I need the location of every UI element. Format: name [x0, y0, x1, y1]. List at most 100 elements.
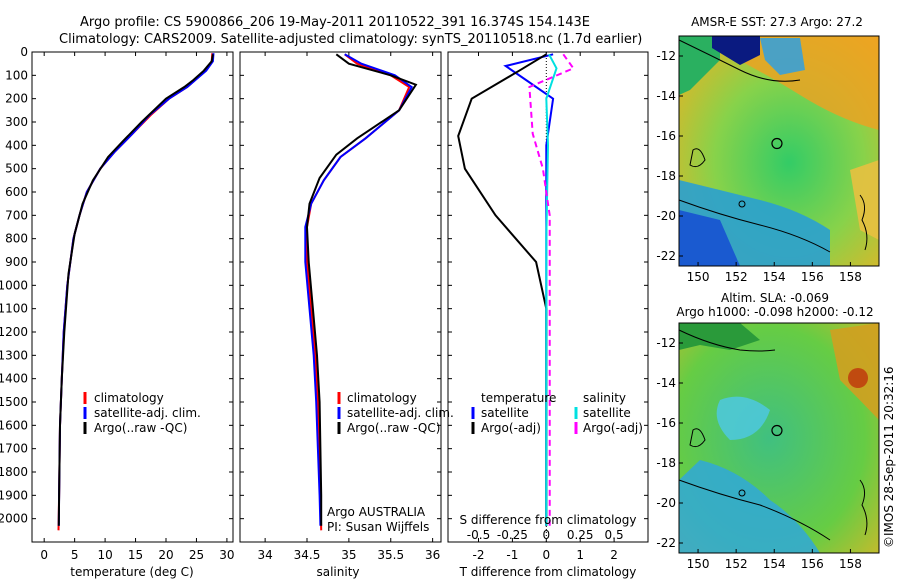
- depth-tick-label: 800: [5, 232, 28, 246]
- sla-reef-outline: [689, 428, 706, 448]
- sst-deep-blue-region: [679, 210, 740, 266]
- depth-tick-label: 2000: [0, 512, 28, 526]
- sla-map-xtick-label: 150: [687, 557, 710, 571]
- difference-xlabel: T difference from climatology: [459, 565, 637, 579]
- sst-map: [678, 35, 880, 267]
- legend-label: Argo(-adj): [583, 421, 643, 435]
- sst-map-xtick-label: 156: [801, 270, 824, 284]
- depth-tick-label: 1700: [0, 442, 28, 456]
- temperature-xtick-label: 25: [189, 548, 204, 562]
- sst-argo-location-marker: [771, 137, 783, 150]
- sst-map-ytick-label: -20: [656, 209, 676, 223]
- sla-map-title: Altim. SLA: -0.069: [721, 291, 829, 305]
- depth-tick-label: 0: [20, 45, 28, 59]
- sla-map: [678, 322, 880, 554]
- sst-map-frame: [678, 35, 880, 267]
- difference-s-tick-label: 0.5: [605, 528, 624, 542]
- difference-s-tick-label: 0: [542, 528, 550, 542]
- sst-reef-dot: [738, 200, 746, 208]
- sla-high-anomaly: [848, 368, 868, 388]
- sst-map-title: AMSR-E SST: 27.3 Argo: 27.2: [691, 15, 863, 29]
- salinity-series-line: [304, 53, 414, 526]
- sla-map-ytick-label: -18: [656, 456, 676, 470]
- depth-tick-label: 1100: [0, 302, 28, 316]
- sla-map-xtick-label: 158: [839, 557, 862, 571]
- sla-map-xtick-label: 156: [801, 557, 824, 571]
- salinity-xtick-label: 35: [341, 548, 356, 562]
- sla-map-xtick-label: 154: [763, 557, 786, 571]
- difference-xtick-label: -2: [473, 548, 485, 562]
- legend-label: climatology: [94, 391, 164, 405]
- salinity-legend: climatology satellite-adj. clim. Argo(..…: [327, 391, 454, 534]
- sst-warm-region: [679, 36, 879, 130]
- temperature-series: [57, 53, 215, 531]
- salinity-series-line: [306, 53, 411, 531]
- sla-cool-region: [679, 460, 820, 553]
- sla-coastline: [678, 329, 776, 352]
- sla-map-subtitle: Argo h1000: -0.098 h2000: -0.12: [676, 305, 873, 319]
- difference-series-line: [528, 53, 575, 526]
- salinity-xlabel: salinity: [316, 565, 359, 579]
- argo-annotation-line2: PI: Susan Wijffels: [327, 520, 429, 534]
- difference-xtick-label: 0: [542, 548, 550, 562]
- depth-tick-label: 500: [5, 162, 28, 176]
- difference-series: [457, 53, 575, 526]
- temperature-panel-frame: [31, 51, 234, 543]
- sla-map-ytick-label: -14: [656, 376, 676, 390]
- temperature-series-line: [57, 53, 215, 526]
- temperature-series-line: [57, 53, 214, 531]
- salinity-panel-frame: [239, 51, 442, 543]
- sst-map-axes: 150 152 154 156 158 -12 -14 -16 -18 -20 -22: [656, 49, 861, 284]
- difference-series-line: [545, 53, 558, 526]
- credit-text: ©IMOS 28-Sep-2011 20:32:16: [882, 366, 896, 548]
- sla-map-axes: 150 152 154 156 158 -12 -14 -16 -18 -20 -22: [656, 336, 861, 571]
- depth-tick-label: 200: [5, 92, 28, 106]
- header-line1: Argo profile: CS 5900866_206 19-May-2011…: [80, 15, 590, 30]
- salinity-axes: 34 34.5 35 35.5 36: [240, 51, 441, 562]
- legend-label: satellite: [583, 406, 631, 420]
- temperature-xtick-label: 0: [40, 548, 48, 562]
- legend-title-salinity: salinity: [583, 391, 626, 405]
- difference-s-tick-label: 0.25: [567, 528, 594, 542]
- sst-map-ytick-label: -18: [656, 169, 676, 183]
- sst-light-blue-region: [760, 38, 805, 75]
- sst-map-xtick-label: 150: [687, 270, 710, 284]
- depth-tick-label: 1900: [0, 488, 28, 502]
- legend-label: satellite: [481, 406, 529, 420]
- salinity-series-line: [305, 53, 418, 526]
- sst-map-ytick-label: -22: [656, 249, 676, 263]
- depth-tick-label: 1600: [0, 418, 28, 432]
- depth-tick-label: 1300: [0, 348, 28, 362]
- sst-reef-outline: [689, 148, 706, 168]
- depth-tick-label: 700: [5, 208, 28, 222]
- depth-tick-label: 300: [5, 115, 28, 129]
- sst-depth-contour: [678, 199, 831, 253]
- temperature-xlabel: temperature (deg C): [70, 565, 193, 579]
- legend-label: satellite-adj. clim.: [94, 406, 201, 420]
- sst-map-ytick-label: -12: [656, 49, 676, 63]
- sst-dark-blue-region: [712, 36, 760, 65]
- temperature-xtick-label: 10: [97, 548, 112, 562]
- depth-tick-label: 1800: [0, 465, 28, 479]
- salinity-xtick-label: 36: [425, 548, 440, 562]
- difference-panel-frame: [447, 51, 649, 543]
- temperature-xtick-label: 30: [219, 548, 234, 562]
- sla-reef-dot: [738, 489, 746, 497]
- salinity-xtick-label: 34: [257, 548, 272, 562]
- sla-reef-contour: [859, 479, 868, 536]
- depth-tick-label: 400: [5, 138, 28, 152]
- header-line2: Climatology: CARS2009. Satellite-adjuste…: [59, 32, 642, 47]
- temperature-xtick-label: 15: [128, 548, 143, 562]
- temperature-xtick-label: 20: [158, 548, 173, 562]
- depth-tick-label: 1500: [0, 395, 28, 409]
- sla-argo-location-marker: [771, 424, 783, 437]
- legend-label: Argo(..raw -QC): [94, 421, 187, 435]
- depth-tick-label: 1400: [0, 372, 28, 386]
- legend-label: climatology: [347, 391, 417, 405]
- sst-green-region: [679, 36, 720, 95]
- sla-map-xtick-label: 152: [725, 557, 748, 571]
- difference-xtick-label: -1: [506, 548, 518, 562]
- depth-tick-label: 100: [5, 68, 28, 82]
- difference-legend: temperature salinity satellite Argo(-adj…: [471, 391, 643, 435]
